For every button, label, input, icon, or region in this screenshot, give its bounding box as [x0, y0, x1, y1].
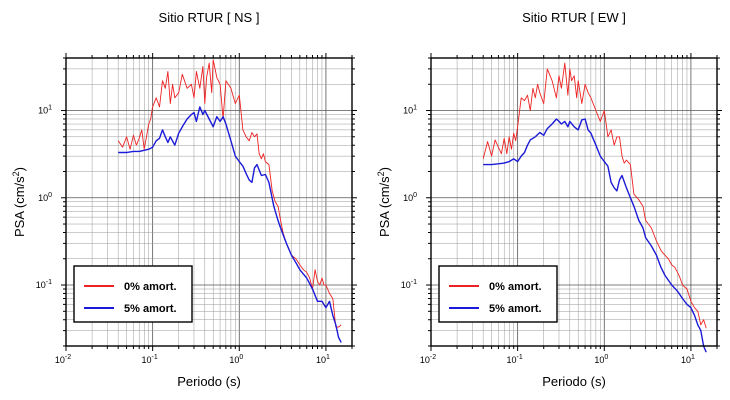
legend-label-0: 0% amort.	[489, 281, 542, 293]
legend: 0% amort. 5% amort.	[73, 265, 193, 323]
x-tick-label: 10-2	[420, 354, 436, 365]
x-tick-label: 101	[681, 354, 695, 365]
y-axis-label: PSA (cm/s2)	[11, 167, 27, 237]
series-line-1	[118, 106, 342, 343]
x-tick-label: 10-1	[142, 354, 158, 365]
x-tick-label: 100	[229, 354, 243, 365]
x-tick-label: 10-2	[55, 354, 71, 365]
legend: 0% amort. 5% amort.	[438, 265, 558, 323]
x-axis-label: Periodo (s)	[177, 374, 241, 389]
legend-label-1: 5% amort.	[124, 303, 177, 315]
x-tick-label: 100	[594, 354, 608, 365]
legend-label-0: 0% amort.	[124, 281, 177, 293]
y-tick-label: 100	[38, 192, 52, 203]
y-tick-label: 10-1	[401, 279, 417, 290]
x-tick-label: 101	[316, 354, 330, 365]
y-axis-label: PSA (cm/s2)	[376, 167, 392, 237]
y-tick-label: 10-1	[36, 279, 52, 290]
chart-title: Sitio RTUR [ EW ]	[522, 10, 626, 25]
series-line-1	[483, 118, 707, 353]
legend-box	[73, 265, 193, 323]
chart-panel-0: 10-2 10-1 100 101 10-1 100 101 Sitio RTUR [ NS …	[11, 10, 357, 389]
y-tick-label: 100	[403, 192, 417, 203]
legend-box	[438, 265, 558, 323]
y-tick-label: 101	[38, 105, 52, 116]
x-axis-label: Periodo (s)	[542, 374, 606, 389]
chart-panel-1: 10-2 10-1 100 101 10-1 100 101 Sitio RTUR [ EW …	[376, 10, 722, 389]
y-tick-label: 101	[403, 105, 417, 116]
chart-title: Sitio RTUR [ NS ]	[159, 10, 260, 25]
legend-label-1: 5% amort.	[489, 303, 542, 315]
series-line-0	[482, 62, 707, 329]
x-tick-label: 10-1	[507, 354, 523, 365]
series-line-0	[117, 59, 342, 328]
